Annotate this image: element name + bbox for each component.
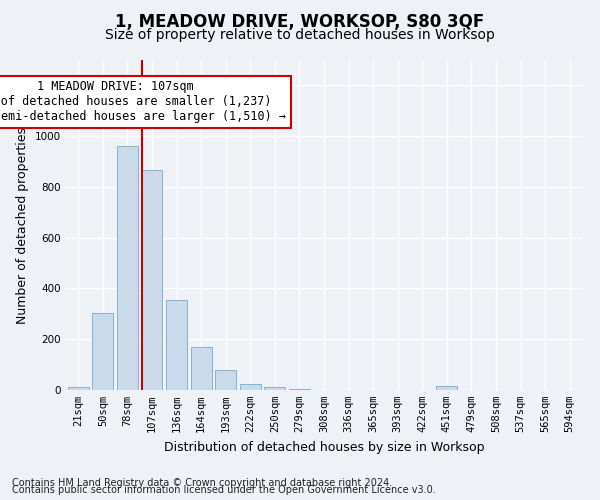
X-axis label: Distribution of detached houses by size in Worksop: Distribution of detached houses by size … [164,440,484,454]
Bar [92,312,113,390]
Text: Contains public sector information licensed under the Open Government Licence v3: Contains public sector information licen… [12,485,436,495]
Bar [166,300,187,390]
Bar [68,388,89,390]
Bar [117,146,138,390]
Y-axis label: Number of detached properties: Number of detached properties [16,126,29,324]
Bar [142,170,163,390]
Bar [265,388,286,390]
Text: Size of property relative to detached houses in Worksop: Size of property relative to detached ho… [105,28,495,42]
Bar [240,384,261,390]
Text: 1, MEADOW DRIVE, WORKSOP, S80 3QF: 1, MEADOW DRIVE, WORKSOP, S80 3QF [115,12,485,30]
Bar [436,386,457,390]
Text: Contains HM Land Registry data © Crown copyright and database right 2024.: Contains HM Land Registry data © Crown c… [12,478,392,488]
Bar [191,347,212,390]
Text: 1 MEADOW DRIVE: 107sqm
← 45% of detached houses are smaller (1,237)
54% of semi-: 1 MEADOW DRIVE: 107sqm ← 45% of detached… [0,80,286,124]
Bar [289,388,310,390]
Bar [215,370,236,390]
